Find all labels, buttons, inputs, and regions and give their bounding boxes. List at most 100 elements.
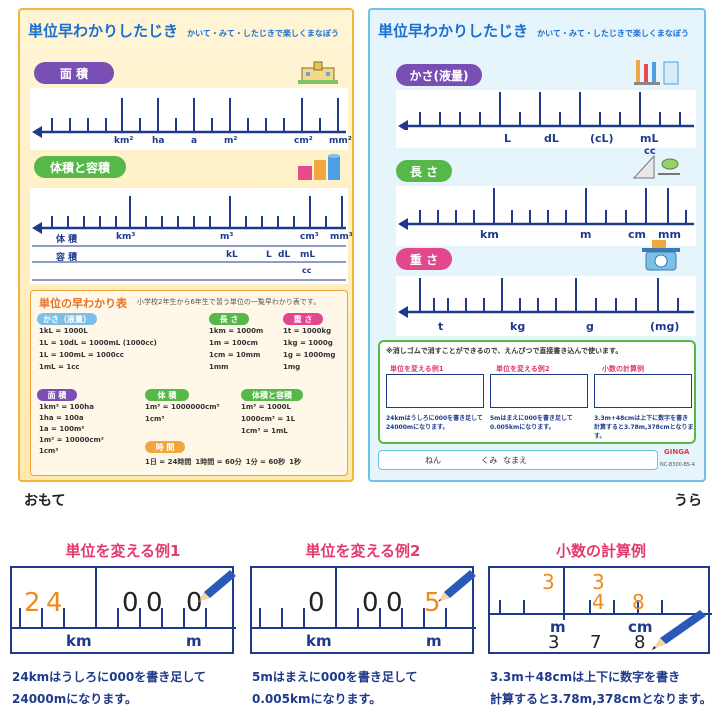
table-wt-row-3: 1mg xyxy=(283,363,301,371)
back-subtitle: かいて・みて・したじきで楽しくまなぼう xyxy=(537,29,689,38)
brand-logo: GINGA xyxy=(664,448,690,456)
table-vv-head: 体積と容積 xyxy=(241,389,303,401)
volume-row1-label: 体 積 xyxy=(56,235,78,245)
front-title-a: 単位 xyxy=(28,22,59,40)
back-vol-unit-l: L xyxy=(504,132,512,145)
area-unit-km2: km² xyxy=(114,136,134,146)
table-vv-row-1: 1000cm³ = 1L xyxy=(241,415,296,423)
example1-unit-m: m xyxy=(186,632,202,650)
table-len-row-3: 1mm xyxy=(209,363,229,371)
table-time-row-2: 1分 = 60秒 xyxy=(245,458,286,466)
pencil-icon xyxy=(650,608,708,652)
back-vol-unit-cl: (cL) xyxy=(590,132,614,145)
capacity-unit-dl: dL xyxy=(278,250,291,260)
table-len-row-1: 1m = 100cm xyxy=(209,339,258,347)
table-area-row-1: 1ha = 100a xyxy=(39,414,84,422)
back-ex1-text: 24kmはうしろに000を書き足して24000mになります。 xyxy=(386,415,483,431)
example2-digit-3: 5 xyxy=(424,588,441,618)
example3-title: 小数の計算例 xyxy=(555,542,646,560)
table-title: 単位の早わかり表 xyxy=(39,297,127,310)
example1-digit-3: 0 xyxy=(146,588,163,618)
example1-unit-km: km xyxy=(66,632,92,650)
back-ex2-title: 単位を変える例2 xyxy=(496,365,550,373)
table-area-head: 面 積 xyxy=(37,389,77,401)
example3-box: 3 3 4 8 m cm 3 7 8 xyxy=(488,566,712,654)
front-sheet: 単位早わかりしたじき かいて・みて・したじきで楽しくまなぼう 面 積 km² h… xyxy=(18,8,354,482)
example1-desc-line2: 24000mになります。 xyxy=(12,692,138,706)
back-vol-ruler: L dL (cL) mL xyxy=(396,90,696,148)
example1-digit-2: 0 xyxy=(122,588,139,618)
volume-ruler: 体 積 km³ m³ cm³ mm³ 容 積 kL L dL mL cc xyxy=(30,188,353,284)
example3-top-digit-1: 3 xyxy=(592,570,605,594)
table-area-row-4: 1cm² xyxy=(39,447,59,455)
capacity-unit-cc: cc xyxy=(302,266,312,275)
area-unit-m2: m² xyxy=(224,136,238,146)
scale-icon xyxy=(638,238,684,272)
example1-digit-0: 2 xyxy=(24,588,41,618)
back-example-panel: ※消しゴムで消すことができるので、えんぴつで直接書き込んで使います。 単位を変え… xyxy=(378,340,696,444)
back-wt-label: 重 さ xyxy=(396,248,452,270)
ruler-set-icon xyxy=(632,152,682,182)
example1-desc-line1: 24kmはうしろに000を書き足して xyxy=(12,670,206,684)
example2-title: 単位を変える例2 xyxy=(305,542,421,560)
volume-row2-label: 容 積 xyxy=(56,253,78,263)
example1-title: 単位を変える例1 xyxy=(65,542,181,560)
example3-mid-digit-0: 4 xyxy=(592,590,605,614)
back-ex2-text: 5mはまえに000を書き足して0.005kmになります。 xyxy=(490,415,573,431)
back-ex3-text: 3.3m+48cmは上下に数字を書き計算すると3.78m,378cmとなります。 xyxy=(594,415,694,440)
table-wt-rows: 1t = 1000kg 1kg = 1000g 1g = 1000mg 1mg xyxy=(283,327,335,371)
capacity-unit-kl: kL xyxy=(226,250,238,260)
example1-digit-4: 0 xyxy=(186,588,203,618)
units-table: 単位の早わかり表 小学校2年生から6年生で習う単位の一覧早わかり表です。 かさ（… xyxy=(30,290,348,476)
front-caption: おもて xyxy=(24,493,66,509)
measuring-cylinder-icon xyxy=(632,56,682,86)
area-unit-cm2: cm² xyxy=(294,136,313,146)
back-note: ※消しゴムで消すことができるので、えんぴつで直接書き込んで使います。 xyxy=(386,347,623,355)
table-vol-row-2: 1L = 100mL = 1000cc xyxy=(39,351,124,359)
back-vol-unit-dl: dL xyxy=(544,132,559,145)
name-field-class: くみ xyxy=(481,456,498,465)
table-area-rows: 1km² = 100ha 1ha = 100a 1a = 100m² 1m² =… xyxy=(39,403,104,455)
back-len-unit-km: km xyxy=(480,228,499,241)
table-time-row-3: 1秒 xyxy=(289,458,301,466)
table-vv-rows: 1m³ = 1000L 1000cm³ = 1L 1cm³ = 1mL xyxy=(241,403,295,435)
example2-desc-line2: 0.005kmになります。 xyxy=(252,692,382,706)
back-title-c: わかりしたじき xyxy=(423,22,529,40)
name-strip[interactable]: ねん くみ なまえ xyxy=(378,450,658,470)
back-len-unit-cm: cm xyxy=(628,228,646,241)
table-len-row-2: 1cm = 10mm xyxy=(209,351,261,359)
table-wt-row-1: 1kg = 1000g xyxy=(283,339,333,347)
name-field-name: なまえ xyxy=(503,456,527,465)
volume-unit-mm3: mm³ xyxy=(330,232,353,242)
capacity-unit-l: L xyxy=(266,250,272,260)
back-vol-unit-ml: mL xyxy=(640,132,659,145)
example3-sum-digit-2: 8 xyxy=(634,632,646,653)
front-title-c: わかりしたじき xyxy=(73,22,179,40)
table-time-row-1: 1時間 = 60分 xyxy=(195,458,242,466)
example2-unit-m: m xyxy=(426,632,442,650)
back-wt-unit-g: g xyxy=(586,320,594,333)
back-wt-ruler: t kg g (mg) xyxy=(396,276,696,336)
table-len-rows: 1km = 1000m 1m = 100cm 1cm = 10mm 1mm xyxy=(209,327,263,371)
table-area-row-3: 1m² = 10000cm² xyxy=(39,436,104,444)
back-vol-unit-cc: cc xyxy=(644,146,656,157)
school-building-icon xyxy=(298,58,338,84)
back-ex3-box xyxy=(594,374,692,408)
front-subtitle: かいて・みて・したじきで楽しくまなぼう xyxy=(187,29,339,38)
back-title-a: 単位 xyxy=(378,22,409,40)
back-len-unit-mm: mm xyxy=(658,228,681,241)
table-vol-row-0: 1kL = 1000L xyxy=(39,327,88,335)
example2-box: 0 0 0 5 km m xyxy=(250,566,476,654)
front-title: 単位早わかりしたじき かいて・みて・したじきで楽しくまなぼう xyxy=(28,20,339,41)
area-label: 面 積 xyxy=(34,62,114,84)
example3-mid-digit-1: 8 xyxy=(632,590,645,614)
table-wt-row-0: 1t = 1000kg xyxy=(283,327,332,335)
volume-unit-m3: m³ xyxy=(220,232,234,242)
back-sheet: 単位早わかりしたじき かいて・みて・したじきで楽しくまなぼう かさ(液量) L … xyxy=(368,8,706,482)
back-wt-unit-t: t xyxy=(438,320,444,333)
back-wt-unit-kg: kg xyxy=(510,320,526,333)
table-len-row-0: 1km = 1000m xyxy=(209,327,264,335)
example3-sum-digit-1: 7 xyxy=(590,632,602,653)
back-len-ruler: km m cm mm xyxy=(396,186,696,246)
example3-sum-digit-0: 3 xyxy=(548,632,560,653)
